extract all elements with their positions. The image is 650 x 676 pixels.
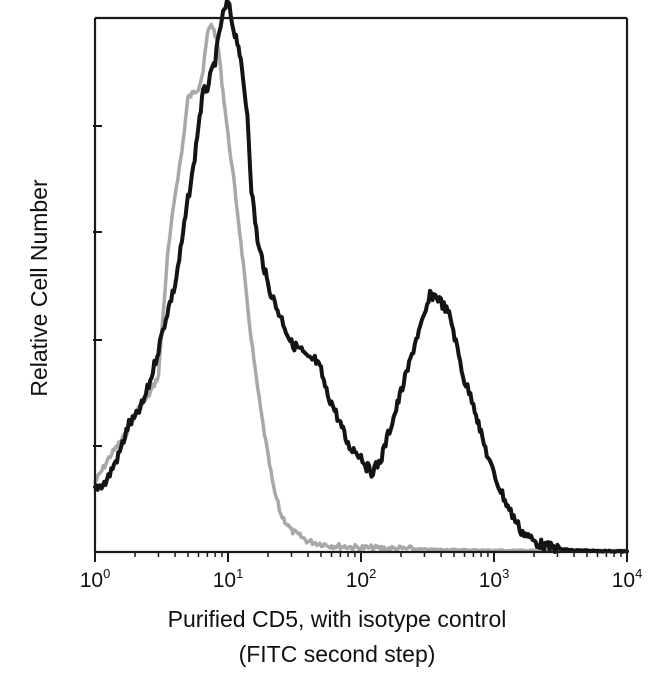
x-tick-label: 100 [80, 566, 111, 592]
series-line-cd5 [93, 0, 629, 554]
x-axis-title: Purified CD5, with isotype control [168, 606, 507, 632]
x-tick-label: 101 [213, 566, 244, 592]
series-layer [93, 0, 629, 554]
x-tick-label: 104 [612, 566, 643, 592]
x-tick-label: 102 [346, 566, 377, 592]
axes-layer: 100 101 102 103 104 [80, 16, 643, 592]
series-line-isotype-control [93, 22, 629, 554]
x-axis-subtitle: (FITC second step) [239, 641, 436, 667]
x-tick-label: 103 [479, 566, 510, 592]
y-axis-title: Relative Cell Number [26, 179, 52, 397]
